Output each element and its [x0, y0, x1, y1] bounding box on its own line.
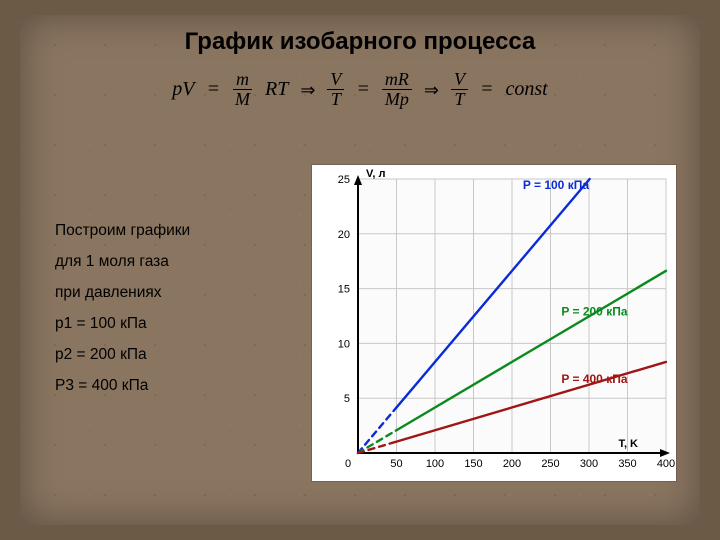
equation: pV = m M RT ⇒ V T = mR Mp ⇒ V T = cons — [0, 70, 720, 109]
svg-text:P = 400 кПа: P = 400 кПа — [561, 372, 627, 386]
eq-equals3: = — [480, 78, 494, 101]
svg-text:0: 0 — [345, 458, 351, 470]
copy-line-4: р1 = 100 кПа — [55, 308, 190, 339]
svg-text:100: 100 — [426, 458, 444, 470]
svg-text:300: 300 — [580, 458, 598, 470]
copy-line-6: Р3 = 400 кПа — [55, 370, 190, 401]
svg-text:15: 15 — [338, 284, 350, 296]
eq-num-V1: V — [327, 70, 344, 90]
eq-const: const — [506, 78, 548, 101]
svg-text:250: 250 — [541, 458, 559, 470]
svg-text:5: 5 — [344, 393, 350, 405]
svg-text:150: 150 — [464, 458, 482, 470]
eq-lhs: pV — [172, 78, 194, 101]
copy-line-5: р2 = 200 кПа — [55, 339, 190, 370]
eq-frac-mRMp: mR Mp — [382, 70, 412, 109]
page-title: График изобарного процесса — [0, 28, 720, 56]
eq-num-V2: V — [451, 70, 468, 90]
eq-frac-VT1: V T — [327, 70, 344, 109]
eq-frac-mM: m M — [232, 70, 253, 109]
svg-text:200: 200 — [503, 458, 521, 470]
svg-text:25: 25 — [338, 174, 350, 186]
svg-text:10: 10 — [338, 338, 350, 350]
svg-text:20: 20 — [338, 229, 350, 241]
copy-line-3: при давлениях — [55, 277, 190, 308]
svg-text:T, K: T, K — [618, 438, 638, 450]
svg-text:P = 200 кПа: P = 200 кПа — [561, 304, 627, 318]
arrow-icon-2: ⇒ — [424, 80, 439, 101]
eq-den-T1: T — [328, 90, 344, 109]
eq-num-m: m — [233, 70, 252, 90]
description-text: Построим графики для 1 моля газа при дав… — [55, 215, 190, 401]
svg-text:350: 350 — [618, 458, 636, 470]
eq-den-Mp: Mp — [382, 90, 412, 109]
svg-text:P = 100 кПа: P = 100 кПа — [523, 178, 589, 192]
copy-line-2: для 1 моля газа — [55, 246, 190, 277]
copy-line-1: Построим графики — [55, 215, 190, 246]
eq-RT: RT — [265, 78, 288, 101]
svg-text:V, л: V, л — [366, 168, 385, 180]
isobar-chart: 50 100 150 200 250 300 350 400 5 10 15 20 25 V, л T, K… — [312, 165, 676, 481]
arrow-icon: ⇒ — [300, 80, 315, 101]
chart-panel: 50 100 150 200 250 300 350 400 5 10 15 20 25 V, л T, K… — [312, 165, 676, 481]
eq-den-T2: T — [452, 90, 468, 109]
svg-text:50: 50 — [390, 458, 402, 470]
slide-root: График изобарного процесса pV = m M RT ⇒… — [0, 0, 720, 540]
svg-text:400: 400 — [657, 458, 675, 470]
eq-num-mR: mR — [382, 70, 412, 90]
eq-equals: = — [206, 78, 220, 101]
eq-equals2: = — [356, 78, 370, 101]
eq-frac-VT2: V T — [451, 70, 468, 109]
eq-den-M: M — [232, 90, 253, 109]
